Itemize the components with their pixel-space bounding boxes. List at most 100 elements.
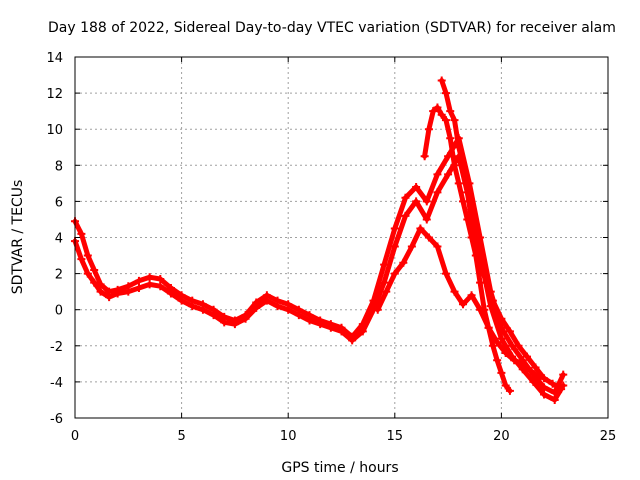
data-point: [531, 363, 540, 372]
data-point: [390, 224, 399, 233]
x-tick-label: 10: [280, 429, 297, 444]
x-axis-label: GPS time / hours: [281, 460, 398, 476]
data-point: [77, 255, 86, 264]
data-point: [390, 269, 399, 278]
data-point: [459, 300, 468, 309]
data-point: [348, 336, 357, 345]
y-tick-label: 14: [46, 51, 63, 66]
y-tick-label: -4: [50, 376, 63, 391]
y-tick-label: 0: [55, 304, 63, 319]
data-point: [401, 211, 410, 220]
plot-area: [71, 76, 568, 404]
data-point: [433, 242, 442, 251]
x-tick-label: 20: [493, 429, 510, 444]
data-point: [90, 265, 99, 274]
data-point: [433, 103, 442, 112]
data-point: [510, 356, 519, 365]
data-point: [471, 242, 480, 251]
data-point: [488, 341, 497, 350]
data-point: [437, 110, 446, 119]
data-point: [316, 320, 325, 329]
data-point: [497, 334, 506, 343]
data-point: [305, 316, 314, 325]
data-point: [96, 287, 105, 296]
data-point: [358, 327, 367, 336]
data-point: [501, 381, 510, 390]
data-point: [482, 278, 491, 287]
data-point: [454, 179, 463, 188]
data-point: [77, 229, 86, 238]
data-point: [134, 276, 143, 285]
data-point: [488, 296, 497, 305]
data-point: [262, 296, 271, 305]
y-tick-label: -6: [50, 412, 63, 427]
data-point: [540, 374, 549, 383]
data-point: [548, 379, 557, 388]
data-point: [559, 370, 568, 379]
data-point: [497, 368, 506, 377]
data-point: [540, 390, 549, 399]
data-point: [83, 251, 92, 260]
data-point: [105, 293, 114, 302]
data-point: [145, 280, 154, 289]
x-tick-label: 0: [71, 429, 79, 444]
data-point: [463, 188, 472, 197]
data-point: [424, 233, 433, 242]
y-tick-label: 10: [46, 123, 63, 138]
data-point: [467, 215, 476, 224]
data-point: [467, 291, 476, 300]
data-point: [209, 311, 218, 320]
data-point: [493, 356, 502, 365]
data-point: [429, 107, 438, 116]
series-line: [375, 226, 543, 381]
data-point: [90, 278, 99, 287]
data-point: [380, 260, 389, 269]
data-point: [380, 278, 389, 287]
data-point: [156, 275, 165, 284]
y-tick-label: -2: [50, 340, 63, 355]
axis-ticks: 0 5 10 15 20 25 -6 -4 -2 0 2 4 6 8 10 12 14: [46, 51, 616, 444]
data-point: [450, 287, 459, 296]
data-point: [422, 215, 431, 224]
data-point: [273, 302, 282, 311]
data-point: [326, 323, 335, 332]
data-point: [433, 188, 442, 197]
y-tick-label: 4: [55, 232, 63, 247]
data-point: [166, 289, 175, 298]
data-point: [412, 197, 421, 206]
data-point: [113, 289, 122, 298]
data-point: [529, 377, 538, 386]
data-point: [484, 323, 493, 332]
data-point: [450, 161, 459, 170]
data-point: [441, 89, 450, 98]
y-axis-label: SDTVAR / TECUs: [10, 180, 26, 295]
data-point: [459, 161, 468, 170]
data-point: [230, 320, 239, 329]
chart-title: Day 188 of 2022, Sidereal Day-to-day VTE…: [48, 20, 616, 36]
data-point: [83, 269, 92, 278]
data-point: [373, 305, 382, 314]
data-point: [145, 273, 154, 282]
y-tick-label: 6: [55, 195, 63, 210]
data-point: [454, 143, 463, 152]
data-point: [416, 224, 425, 233]
data-point: [337, 327, 346, 336]
grid: [75, 57, 608, 418]
y-tick-label: 12: [46, 87, 63, 102]
data-point: [401, 193, 410, 202]
data-point: [446, 107, 455, 116]
data-point: [422, 197, 431, 206]
data-point: [522, 352, 531, 361]
x-tick-label: 5: [177, 429, 185, 444]
data-point: [124, 287, 133, 296]
data-point: [480, 305, 489, 314]
data-point: [505, 386, 514, 395]
y-tick-label: 2: [55, 268, 63, 283]
series-5: [437, 76, 566, 394]
data-point: [446, 134, 455, 143]
data-point: [252, 303, 261, 312]
data-point: [424, 125, 433, 134]
data-point: [444, 170, 453, 179]
